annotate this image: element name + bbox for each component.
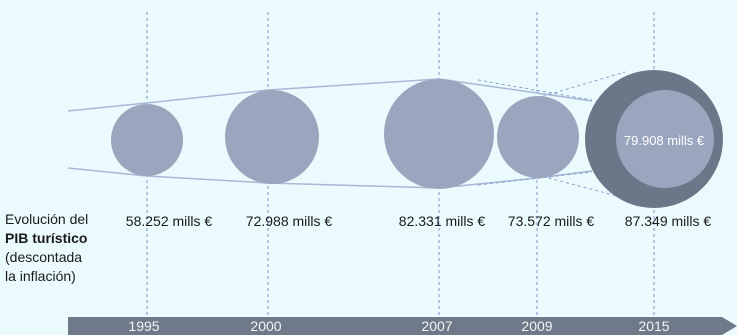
projection-line bbox=[477, 171, 593, 186]
caption: Evolución del PIB turístico (descontada … bbox=[5, 210, 88, 286]
year-label-2000: 2000 bbox=[250, 318, 282, 334]
value-label-2007: 82.331 mills € bbox=[398, 213, 486, 229]
value-label-2009: 73.572 mills € bbox=[507, 213, 595, 229]
bubble-2000 bbox=[225, 90, 319, 184]
value-label-1995: 58.252 mills € bbox=[125, 213, 213, 229]
caption-line: (descontada bbox=[5, 249, 83, 265]
caption-bold-text: PIB turístico bbox=[5, 230, 88, 246]
bubble-2007 bbox=[384, 79, 494, 189]
projection-line bbox=[477, 79, 593, 101]
caption-line: Evolución del bbox=[5, 211, 89, 227]
year-label-2007: 2007 bbox=[421, 318, 453, 334]
caption-line-bold: PIB turístico bbox=[5, 229, 88, 248]
value-label-2000: 72.988 mills € bbox=[245, 213, 333, 229]
bubble-2015-inner bbox=[616, 90, 714, 188]
bubble-1995 bbox=[111, 104, 183, 176]
year-label-2015: 2015 bbox=[638, 318, 670, 334]
year-label-1995: 1995 bbox=[128, 318, 160, 334]
year-label-2009: 2009 bbox=[521, 318, 553, 334]
envelope-top bbox=[67, 78, 593, 112]
inner-value-label: 79.908 mills € bbox=[623, 133, 705, 148]
bubble-2009 bbox=[497, 96, 579, 178]
timeline-arrow bbox=[68, 317, 737, 335]
caption-line: la inflación) bbox=[5, 268, 76, 284]
value-label-2015: 87.349 mills € bbox=[624, 213, 712, 229]
